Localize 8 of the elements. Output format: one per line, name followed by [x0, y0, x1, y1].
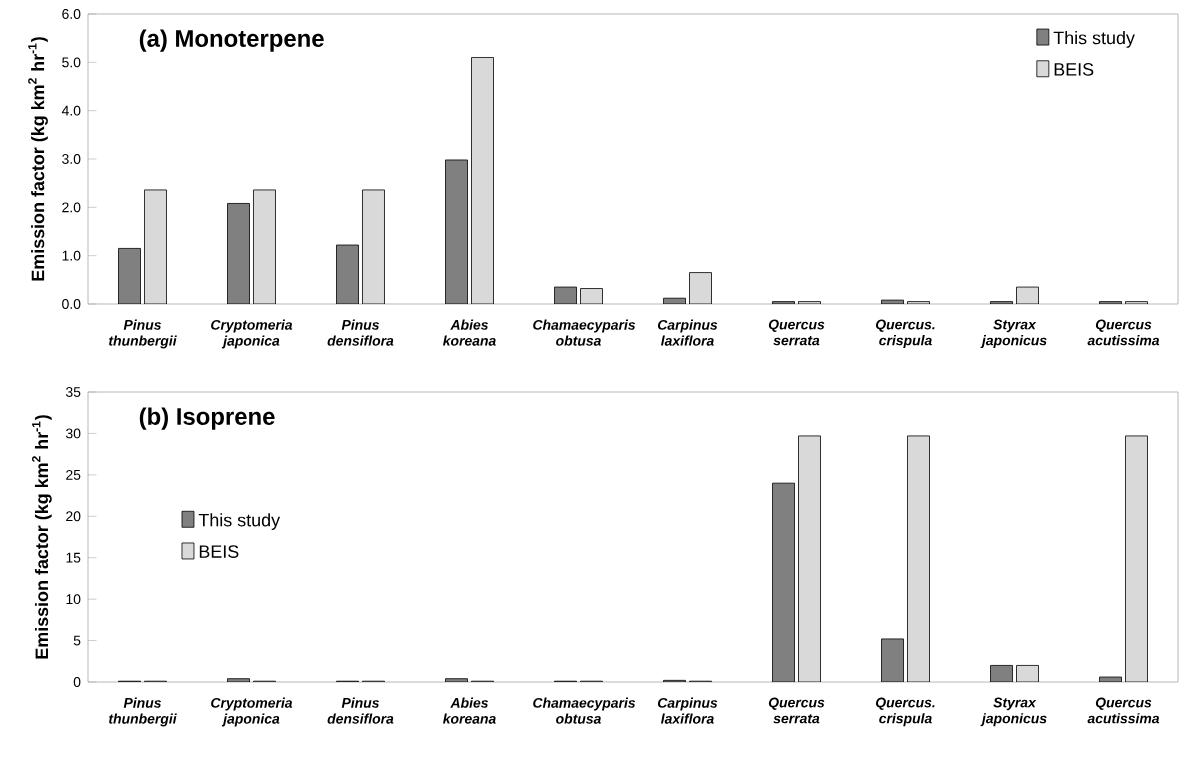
text: (a) Monoterpene [139, 29, 324, 52]
text: (b) Isoprene [139, 407, 275, 430]
legend-label: BEIS [1054, 63, 1094, 76]
legend-label: This study [198, 513, 281, 530]
legend-label: This study [1053, 31, 1135, 48]
legend-label: BEIS [199, 545, 239, 558]
y-axis-title: Emission factor (kg km$^{2}$ hr$^{-1}$) [32, 415, 52, 659]
y-axis-title: Emission factor (kg km$^{2}$ hr$^{-1}$) [28, 37, 48, 281]
